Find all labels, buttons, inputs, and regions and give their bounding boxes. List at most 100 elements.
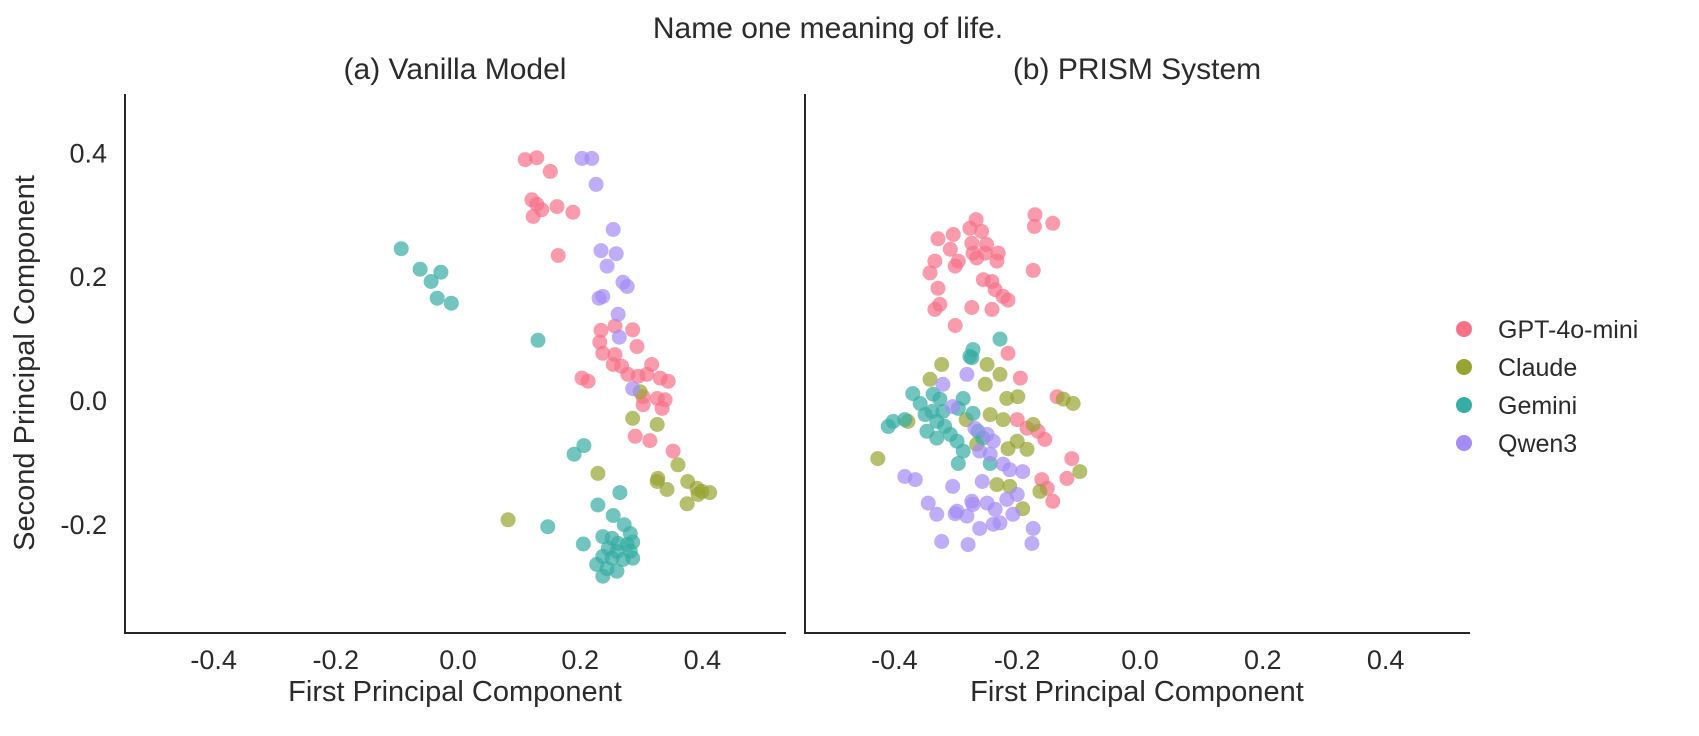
scatter-point bbox=[934, 534, 950, 549]
scatter-point bbox=[932, 391, 948, 407]
panel-a-xaxis-label: First Principal Component bbox=[288, 676, 622, 708]
scatter-point bbox=[945, 227, 961, 242]
scatter-point bbox=[576, 438, 592, 454]
x-tick-label: -0.2 bbox=[994, 645, 1041, 675]
scatter-point bbox=[929, 430, 945, 446]
x-tick-label: 0.0 bbox=[1121, 645, 1159, 675]
scatter-point bbox=[584, 150, 600, 166]
scatter-point bbox=[947, 318, 963, 333]
y-tick-label: 0.4 bbox=[69, 138, 107, 168]
scatter-point bbox=[534, 202, 550, 218]
legend-marker-gpt-4o-mini bbox=[1456, 321, 1472, 337]
panel-a-tick-labels: -0.4 -0.2 0.0 0.2 0.4 0.4 0.2 0.0 -0.2 bbox=[60, 138, 721, 675]
scatter-point bbox=[429, 290, 445, 306]
scatter-point bbox=[955, 443, 971, 459]
scatter-point bbox=[974, 223, 990, 239]
panel-b-xaxis-label: First Principal Component bbox=[970, 676, 1304, 708]
scatter-point bbox=[960, 537, 976, 553]
y-tick-label: 0.2 bbox=[69, 262, 107, 292]
scatter-point bbox=[1032, 483, 1048, 499]
scatter-point bbox=[443, 295, 459, 311]
scatter-point bbox=[627, 428, 643, 444]
scatter-point bbox=[619, 279, 635, 294]
scatter-point bbox=[565, 204, 581, 220]
scatter-point bbox=[930, 280, 946, 296]
scatter-point bbox=[1027, 207, 1043, 223]
scatter-point bbox=[595, 568, 611, 584]
scatter-point bbox=[922, 371, 938, 387]
panel-b-title: (b) PRISM System bbox=[1013, 53, 1261, 86]
scatter-point bbox=[611, 329, 627, 345]
x-tick-label: 0.2 bbox=[561, 645, 599, 675]
scatter-point bbox=[1045, 493, 1061, 509]
scatter-point bbox=[1037, 431, 1053, 447]
scatter-point bbox=[1000, 441, 1016, 457]
scatter-point bbox=[575, 536, 591, 552]
scatter-point bbox=[982, 446, 998, 462]
scatter-point bbox=[972, 521, 988, 536]
scatter-point bbox=[984, 301, 1000, 317]
scatter-point bbox=[945, 478, 961, 494]
scatter-point bbox=[549, 199, 565, 215]
scatter-point bbox=[870, 451, 886, 467]
series-qwen3 bbox=[574, 150, 641, 397]
scatter-point bbox=[992, 515, 1008, 531]
scatter-point bbox=[922, 265, 938, 281]
scatter-point bbox=[947, 506, 963, 522]
legend-label-gpt-4o-mini: GPT-4o-mini bbox=[1498, 316, 1638, 344]
panel-b: (b) PRISM System -0.4 -0.2 0.0 0.2 0.4 First… bbox=[804, 53, 1470, 708]
scatter-point bbox=[1009, 487, 1025, 502]
panel-b-scatter-points bbox=[870, 207, 1088, 553]
scatter-point bbox=[935, 376, 951, 392]
legend: GPT-4o-mini Claude Gemini Qwen3 bbox=[1456, 316, 1638, 458]
scatter-point bbox=[702, 485, 718, 501]
scatter-point bbox=[654, 400, 670, 416]
x-tick-label: 0.0 bbox=[439, 645, 477, 675]
scatter-point bbox=[995, 412, 1011, 428]
scatter-point bbox=[599, 258, 615, 274]
scatter-point bbox=[930, 231, 946, 247]
scatter-point bbox=[897, 412, 913, 428]
scatter-point bbox=[690, 487, 706, 502]
scatter-point bbox=[542, 163, 558, 179]
scatter-point bbox=[423, 274, 439, 289]
scatter-point bbox=[929, 506, 945, 522]
scatter-point bbox=[965, 342, 981, 358]
scatter-point bbox=[1009, 412, 1025, 428]
scatter-point bbox=[590, 465, 606, 481]
scatter-point bbox=[934, 357, 950, 372]
scatter-point bbox=[955, 391, 971, 406]
scatter-point bbox=[1000, 292, 1016, 308]
scatter-point bbox=[625, 322, 641, 338]
figure-title: Name one meaning of life. bbox=[653, 12, 1003, 45]
scatter-point bbox=[612, 485, 628, 501]
series-gpt-4o-mini bbox=[517, 150, 681, 459]
x-tick-label: -0.4 bbox=[871, 645, 918, 675]
scatter-point bbox=[659, 482, 675, 497]
yaxis-label: Second Principal Component bbox=[9, 175, 41, 551]
scatter-point bbox=[1059, 470, 1075, 486]
scatter-point bbox=[907, 472, 923, 488]
x-tick-label: 0.4 bbox=[1367, 645, 1405, 675]
scatter-point bbox=[880, 418, 896, 434]
scatter-point bbox=[1025, 417, 1041, 432]
scatter-point bbox=[965, 496, 981, 512]
scatter-point bbox=[979, 495, 995, 511]
scatter-point bbox=[625, 550, 641, 566]
scatter-point bbox=[1024, 535, 1040, 551]
scatter-point bbox=[1000, 345, 1016, 361]
series-gemini bbox=[880, 331, 1008, 471]
series-gemini bbox=[393, 241, 641, 584]
scatter-point bbox=[605, 508, 621, 523]
scatter-point bbox=[967, 420, 983, 436]
panel-b-tick-labels: -0.4 -0.2 0.0 0.2 0.4 bbox=[871, 645, 1404, 675]
scatter-point bbox=[665, 443, 681, 459]
panel-a-scatter-points bbox=[393, 150, 718, 584]
scatter-point bbox=[989, 477, 1005, 493]
scatter-point bbox=[679, 496, 695, 512]
scatter-point bbox=[517, 152, 533, 168]
scatter-point bbox=[1025, 521, 1041, 536]
scatter-point bbox=[588, 176, 604, 192]
scatter-point bbox=[977, 376, 993, 392]
